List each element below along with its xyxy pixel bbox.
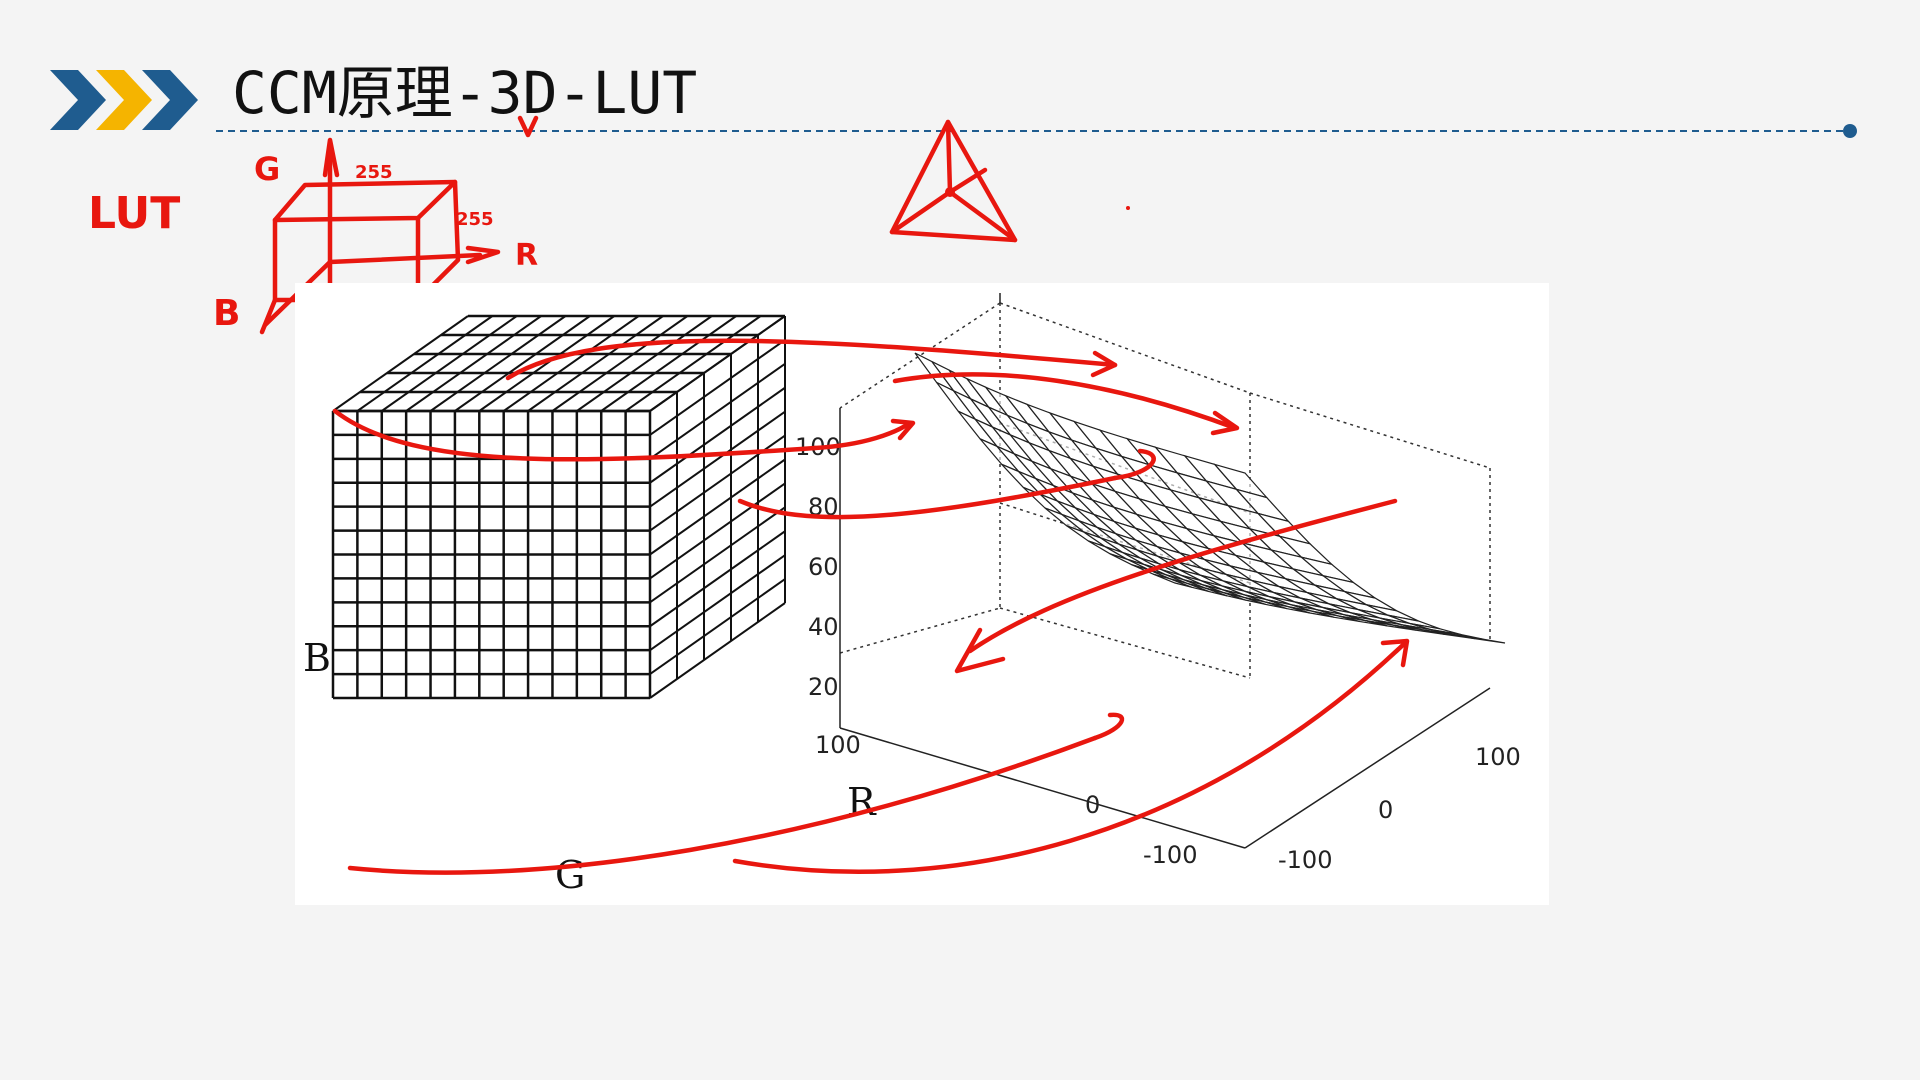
- cube-grid-line: [332, 315, 469, 412]
- cube-grid-line: [625, 315, 762, 412]
- sketch-cube: LUT G R B 255 255 255: [88, 137, 538, 358]
- cube-axis-g: G: [555, 853, 585, 897]
- cube-grid-line: [649, 506, 786, 604]
- y-tick: -100: [1278, 846, 1332, 874]
- mapped-surface-plot: 100 80 60 40 20 100 0 -100 100 0 -100: [795, 293, 1521, 874]
- lut-figure: B R G: [295, 283, 1549, 905]
- y-tick: 100: [1475, 743, 1521, 771]
- x-tick: 0: [1085, 791, 1100, 819]
- x-tick: 100: [815, 731, 861, 759]
- cube-grid-line: [600, 315, 737, 412]
- y-tick: 0: [1378, 796, 1393, 824]
- cube-grid-line: [527, 315, 664, 412]
- cube-grid-line: [405, 315, 542, 412]
- cube-grid-line: [429, 315, 567, 412]
- z-tick: 40: [808, 613, 839, 641]
- slide-title: CCM原理-3D-LUT: [232, 59, 698, 127]
- lattice-cube: [331, 314, 786, 700]
- mapping-arrows: [332, 338, 1410, 875]
- sketch-edge-top: 255: [355, 162, 393, 183]
- lut-figure-svg: B R G: [303, 293, 1521, 897]
- divider-end-dot: [1843, 124, 1857, 138]
- cube-grid-line: [649, 458, 786, 556]
- cube-axis-b: B: [303, 636, 331, 680]
- cube-grid-line: [649, 339, 786, 436]
- lut-label: LUT: [88, 188, 180, 239]
- cube-grid-line: [356, 315, 493, 412]
- cube-grid-line: [649, 315, 786, 412]
- sketch-tetrahedron: [517, 115, 1130, 243]
- sketch-axis-b: B: [213, 293, 240, 334]
- cube-grid-line: [649, 602, 786, 699]
- cube-grid-line: [649, 530, 786, 628]
- sketch-axis-g: G: [254, 150, 280, 188]
- cube-grid-line: [478, 315, 615, 412]
- sketch-axis-r: R: [515, 238, 538, 273]
- sketch-edge-right: 255: [456, 209, 494, 230]
- cube-grid-line: [454, 315, 591, 412]
- cube-grid-line: [649, 554, 786, 651]
- x-tick: -100: [1143, 841, 1197, 869]
- cube-grid-line: [576, 315, 713, 412]
- cube-grid-line: [649, 410, 786, 508]
- z-tick: 20: [808, 673, 839, 701]
- cube-grid-line: [649, 482, 786, 580]
- cube-grid-line: [551, 315, 689, 412]
- cube-grid-line: [503, 315, 640, 412]
- chevron-icon: [50, 70, 198, 130]
- z-tick: 60: [808, 553, 839, 581]
- surface-cell: [1452, 633, 1506, 644]
- cube-grid-line: [649, 363, 786, 460]
- cube-grid-line: [381, 315, 518, 412]
- cube-grid-line: [649, 386, 786, 484]
- cube-grid-line: [649, 578, 786, 675]
